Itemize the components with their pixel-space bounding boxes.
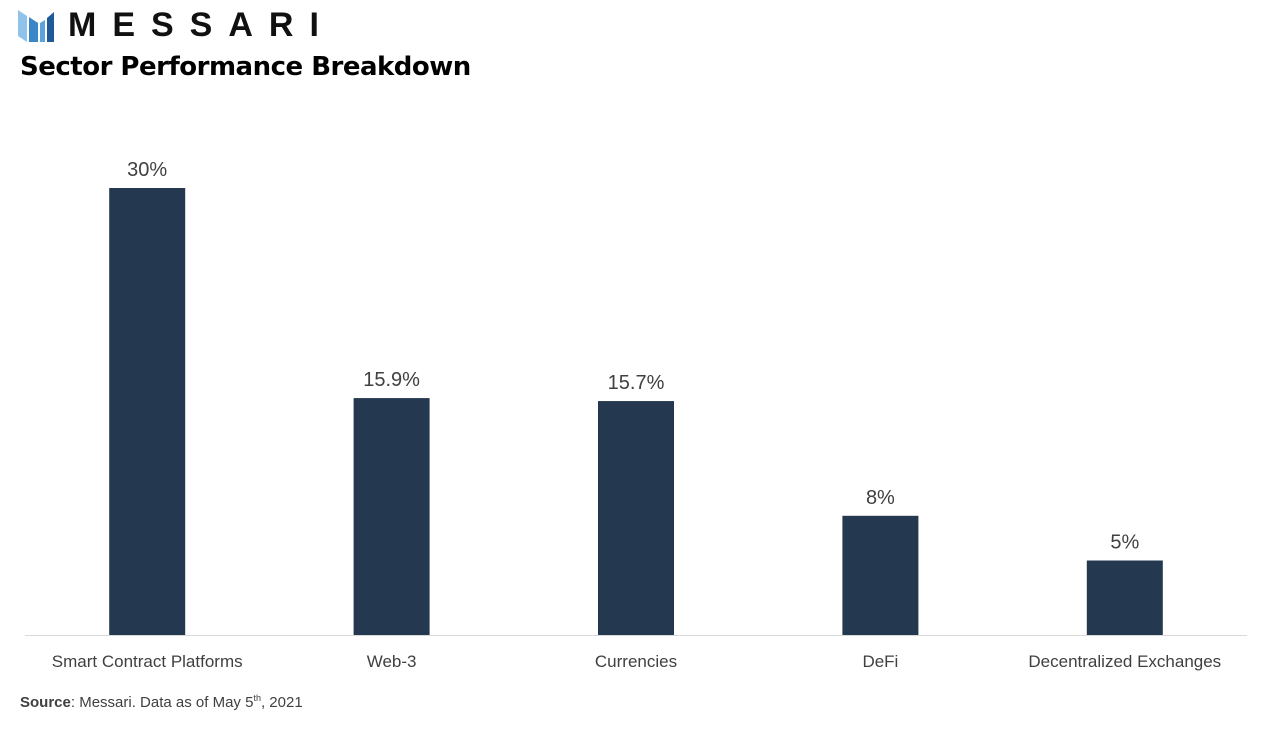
data-label-3: 8% (866, 487, 895, 509)
bar-4 (1086, 560, 1163, 635)
category-label-0: Smart Contract Platforms (52, 652, 243, 671)
source-sup: th (253, 693, 261, 703)
brand-wordmark: MESSARI (68, 6, 335, 44)
category-label-3: DeFi (862, 652, 898, 671)
data-label-4: 5% (1110, 532, 1139, 554)
bar-0 (109, 188, 186, 635)
source-label: Source (20, 694, 71, 711)
category-label-1: Web-3 (367, 652, 417, 671)
bar-3 (842, 515, 919, 635)
source-note: Source: Messari. Data as of May 5th, 202… (20, 693, 303, 711)
chart-title: Sector Performance Breakdown (20, 52, 471, 82)
data-label-2: 15.7% (608, 372, 665, 394)
data-label-1: 15.9% (363, 369, 420, 391)
source-text-pre: : Messari. Data as of May 5 (70, 694, 254, 711)
data-label-0: 30% (127, 159, 167, 181)
messari-logo-icon (18, 10, 54, 42)
brand: MESSARI (18, 6, 335, 44)
source-text-post: , 2021 (260, 694, 303, 711)
category-label-2: Currencies (595, 652, 677, 671)
category-label-4: Decentralized Exchanges (1028, 652, 1221, 671)
bar-1 (353, 398, 430, 635)
bar-2 (598, 401, 674, 635)
bar-chart: 30% Smart Contract Platforms 15.9% Web-3 15.… (25, 159, 1247, 671)
